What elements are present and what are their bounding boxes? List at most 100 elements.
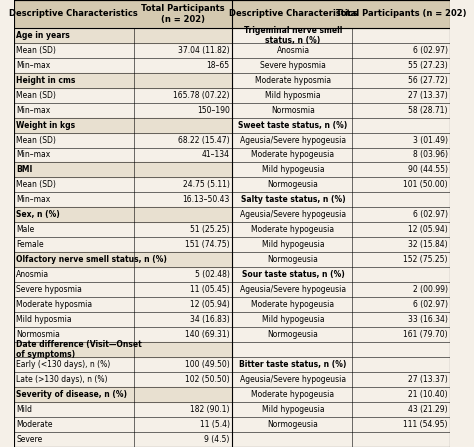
Text: Date difference (Visit—Onset
of symptoms): Date difference (Visit—Onset of symptoms… bbox=[16, 340, 142, 359]
Text: 18–65: 18–65 bbox=[207, 61, 230, 70]
Text: Mild hypogeusia: Mild hypogeusia bbox=[262, 405, 324, 414]
Text: Bitter taste status, n (%): Bitter taste status, n (%) bbox=[239, 360, 346, 369]
Text: Min–max: Min–max bbox=[16, 105, 50, 114]
Text: 55 (27.23): 55 (27.23) bbox=[408, 61, 448, 70]
Bar bbox=[14, 387, 232, 402]
Text: 33 (16.34): 33 (16.34) bbox=[408, 315, 448, 324]
Bar bbox=[14, 162, 232, 177]
Text: Mild hypogeusia: Mild hypogeusia bbox=[262, 315, 324, 324]
Bar bbox=[14, 0, 450, 28]
Text: Normosmia: Normosmia bbox=[16, 330, 60, 339]
Text: 152 (75.25): 152 (75.25) bbox=[403, 255, 448, 264]
Text: Normogeusia: Normogeusia bbox=[268, 420, 319, 429]
Text: Early (<130 days), n (%): Early (<130 days), n (%) bbox=[16, 360, 110, 369]
Text: Mean (SD): Mean (SD) bbox=[16, 46, 56, 55]
Text: 161 (79.70): 161 (79.70) bbox=[403, 330, 448, 339]
Text: Male: Male bbox=[16, 225, 34, 234]
Bar bbox=[14, 118, 232, 133]
Text: 3 (01.49): 3 (01.49) bbox=[413, 135, 448, 144]
Text: 11 (05.45): 11 (05.45) bbox=[190, 285, 230, 294]
Text: 6 (02.97): 6 (02.97) bbox=[413, 300, 448, 309]
Text: 90 (44.55): 90 (44.55) bbox=[408, 165, 448, 174]
Text: Female: Female bbox=[16, 240, 44, 249]
Text: Anosmia: Anosmia bbox=[16, 270, 49, 279]
Text: Moderate hypogeusia: Moderate hypogeusia bbox=[252, 225, 335, 234]
Text: Severe: Severe bbox=[16, 435, 42, 444]
Bar bbox=[14, 207, 232, 222]
Text: Trigeminal nerve smell
status, n (%): Trigeminal nerve smell status, n (%) bbox=[244, 25, 342, 45]
Text: 37.04 (11.82): 37.04 (11.82) bbox=[178, 46, 230, 55]
Text: Ageusia/Severe hypogeusia: Ageusia/Severe hypogeusia bbox=[240, 285, 346, 294]
Text: Normogeusia: Normogeusia bbox=[268, 181, 319, 190]
Text: 27 (13.37): 27 (13.37) bbox=[408, 375, 448, 384]
Text: 182 (90.1): 182 (90.1) bbox=[190, 405, 230, 414]
Text: Anosmia: Anosmia bbox=[276, 46, 310, 55]
Text: Moderate hypogeusia: Moderate hypogeusia bbox=[252, 300, 335, 309]
Text: 151 (74.75): 151 (74.75) bbox=[185, 240, 230, 249]
Bar bbox=[14, 252, 232, 267]
Text: 6 (02.97): 6 (02.97) bbox=[413, 211, 448, 219]
Text: Mild hypogeusia: Mild hypogeusia bbox=[262, 240, 324, 249]
Text: 12 (05.94): 12 (05.94) bbox=[408, 225, 448, 234]
Text: 102 (50.50): 102 (50.50) bbox=[185, 375, 230, 384]
Text: Ageusia/Severe hypogeusia: Ageusia/Severe hypogeusia bbox=[240, 135, 346, 144]
Text: 140 (69.31): 140 (69.31) bbox=[185, 330, 230, 339]
Text: Severe hyposmia: Severe hyposmia bbox=[16, 285, 82, 294]
Text: Total Participants (n = 202): Total Participants (n = 202) bbox=[336, 9, 466, 18]
Text: Moderate hyposmia: Moderate hyposmia bbox=[255, 76, 331, 84]
Text: Mild: Mild bbox=[16, 405, 32, 414]
Text: Mild hyposmia: Mild hyposmia bbox=[16, 315, 72, 324]
Text: BMI: BMI bbox=[16, 165, 32, 174]
Text: 5 (02.48): 5 (02.48) bbox=[195, 270, 230, 279]
Text: Mild hyposmia: Mild hyposmia bbox=[265, 91, 321, 100]
Text: Sex, n (%): Sex, n (%) bbox=[16, 211, 60, 219]
Text: 111 (54.95): 111 (54.95) bbox=[403, 420, 448, 429]
Text: Weight in kgs: Weight in kgs bbox=[16, 121, 75, 130]
Text: 100 (49.50): 100 (49.50) bbox=[185, 360, 230, 369]
Text: 51 (25.25): 51 (25.25) bbox=[190, 225, 230, 234]
Text: Normosmia: Normosmia bbox=[271, 105, 315, 114]
Text: 6 (02.97): 6 (02.97) bbox=[413, 46, 448, 55]
Text: Ageusia/Severe hypogeusia: Ageusia/Severe hypogeusia bbox=[240, 211, 346, 219]
Text: 165.78 (07.22): 165.78 (07.22) bbox=[173, 91, 230, 100]
Text: 68.22 (15.47): 68.22 (15.47) bbox=[178, 135, 230, 144]
Text: Sour taste status, n (%): Sour taste status, n (%) bbox=[242, 270, 345, 279]
Text: 41–134: 41–134 bbox=[202, 151, 230, 160]
Text: 32 (15.84): 32 (15.84) bbox=[408, 240, 448, 249]
Text: Moderate hypogeusia: Moderate hypogeusia bbox=[252, 151, 335, 160]
Text: Mean (SD): Mean (SD) bbox=[16, 135, 56, 144]
Text: Severe hyposmia: Severe hyposmia bbox=[260, 61, 326, 70]
Text: Descriptive Characteristics: Descriptive Characteristics bbox=[9, 9, 138, 18]
Text: Height in cms: Height in cms bbox=[16, 76, 75, 84]
Text: Sweet taste status, n (%): Sweet taste status, n (%) bbox=[238, 121, 347, 130]
Text: Mean (SD): Mean (SD) bbox=[16, 91, 56, 100]
Text: Min–max: Min–max bbox=[16, 195, 50, 204]
Text: Descriptive Characteristics: Descriptive Characteristics bbox=[228, 9, 357, 18]
Text: 12 (05.94): 12 (05.94) bbox=[190, 300, 230, 309]
Text: Normogeusia: Normogeusia bbox=[268, 330, 319, 339]
Text: 9 (4.5): 9 (4.5) bbox=[204, 435, 230, 444]
Bar bbox=[14, 28, 232, 43]
Text: Moderate hyposmia: Moderate hyposmia bbox=[16, 300, 92, 309]
Text: Min–max: Min–max bbox=[16, 61, 50, 70]
Text: 56 (27.72): 56 (27.72) bbox=[408, 76, 448, 84]
Text: Mean (SD): Mean (SD) bbox=[16, 181, 56, 190]
Text: 27 (13.37): 27 (13.37) bbox=[408, 91, 448, 100]
Text: Total Participants
(n = 202): Total Participants (n = 202) bbox=[141, 4, 225, 24]
Text: 16.13–50.43: 16.13–50.43 bbox=[182, 195, 230, 204]
Text: Moderate: Moderate bbox=[16, 420, 53, 429]
Text: 150–190: 150–190 bbox=[197, 105, 230, 114]
Text: 11 (5.4): 11 (5.4) bbox=[200, 420, 230, 429]
Bar bbox=[14, 73, 232, 88]
Text: Min–max: Min–max bbox=[16, 151, 50, 160]
Text: Late (>130 days), n (%): Late (>130 days), n (%) bbox=[16, 375, 108, 384]
Text: 101 (50.00): 101 (50.00) bbox=[403, 181, 448, 190]
Text: Normogeusia: Normogeusia bbox=[268, 255, 319, 264]
Text: Age in years: Age in years bbox=[16, 31, 70, 40]
Text: Olfactory nerve smell status, n (%): Olfactory nerve smell status, n (%) bbox=[16, 255, 167, 264]
Text: 24.75 (5.11): 24.75 (5.11) bbox=[183, 181, 230, 190]
Text: Moderate hypogeusia: Moderate hypogeusia bbox=[252, 390, 335, 399]
Text: 58 (28.71): 58 (28.71) bbox=[409, 105, 448, 114]
Text: 2 (00.99): 2 (00.99) bbox=[413, 285, 448, 294]
Text: Mild hypogeusia: Mild hypogeusia bbox=[262, 165, 324, 174]
